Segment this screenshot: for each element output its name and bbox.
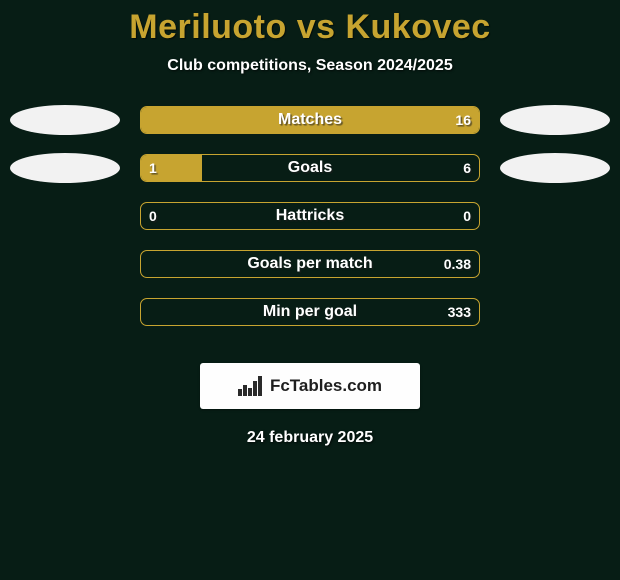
stat-bar: Min per goal333	[140, 298, 480, 326]
watermark-text: FcTables.com	[270, 376, 382, 396]
stat-label: Goals per match	[141, 255, 479, 273]
player-left-avatar	[10, 105, 120, 135]
stat-rows: Matches16Goals16Hattricks00Goals per mat…	[0, 105, 620, 345]
stat-value-right: 333	[448, 304, 471, 320]
page-title: Meriluoto vs Kukovec	[129, 8, 490, 47]
bars-icon	[238, 376, 264, 396]
comparison-card: Meriluoto vs Kukovec Club competitions, …	[0, 0, 620, 447]
stat-label: Hattricks	[141, 207, 479, 225]
stat-value-right: 0	[463, 208, 471, 224]
stat-bar: Goals16	[140, 154, 480, 182]
player-left-avatar	[10, 153, 120, 183]
player-right-avatar	[500, 153, 610, 183]
stat-value-right: 6	[463, 160, 471, 176]
stat-bar: Matches16	[140, 106, 480, 134]
stat-value-left: 1	[149, 160, 157, 176]
stat-fill-right	[141, 107, 479, 133]
stat-row: Min per goal333	[0, 297, 620, 327]
date-label: 24 february 2025	[247, 429, 373, 447]
page-subtitle: Club competitions, Season 2024/2025	[167, 57, 452, 75]
stat-bar: Goals per match0.38	[140, 250, 480, 278]
stat-value-right: 0.38	[444, 256, 471, 272]
stat-value-left: 0	[149, 208, 157, 224]
stat-row: Matches16	[0, 105, 620, 135]
stat-row: Goals16	[0, 153, 620, 183]
stat-label: Min per goal	[141, 303, 479, 321]
stat-bar: Hattricks0 0	[140, 202, 480, 230]
stat-row: Hattricks0 0	[0, 201, 620, 231]
stat-value-right: 16	[455, 112, 471, 128]
watermark[interactable]: FcTables.com	[200, 363, 420, 409]
stat-row: Goals per match0.38	[0, 249, 620, 279]
player-right-avatar	[500, 105, 610, 135]
